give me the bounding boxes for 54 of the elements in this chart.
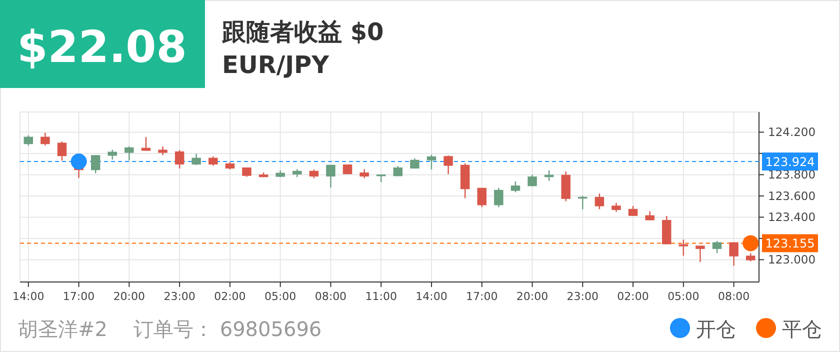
ref-line-label: 123.155: [765, 236, 815, 251]
x-tick-label: 08:00: [718, 290, 750, 303]
x-tick-label: 23:00: [164, 290, 196, 303]
candlestick: [712, 240, 722, 254]
candlestick: [141, 136, 151, 152]
x-tick-label: 17:00: [466, 290, 498, 303]
x-tick-label: 02:00: [617, 290, 649, 303]
candlestick: [678, 239, 688, 256]
x-tick-label: 20:00: [516, 290, 548, 303]
x-tick-label: 08:00: [314, 290, 347, 303]
candlestick: [444, 154, 453, 175]
candlestick: [426, 154, 436, 170]
x-tick-label: 23:00: [566, 290, 598, 303]
y-tick-label: 123.000: [768, 252, 816, 267]
candlestick: [628, 205, 638, 217]
candlestick: [174, 150, 184, 170]
candlestick: [612, 202, 621, 212]
candlestick: [645, 210, 654, 221]
y-tick-label: 124.200: [768, 125, 816, 140]
candlestick: [40, 132, 50, 146]
x-tick-label: 17:00: [62, 290, 95, 303]
legend-label: 开仓: [696, 317, 736, 341]
y-tick-label: 123.600: [768, 188, 816, 203]
y-tick-label: 123.400: [768, 210, 816, 224]
x-tick-label: 20:00: [113, 290, 146, 303]
candlestick: [696, 245, 705, 263]
x-tick-label: 14:00: [12, 290, 44, 303]
ref-line-label: 123.924: [765, 155, 815, 170]
candlestick: [24, 134, 34, 146]
candlestick: [57, 140, 67, 162]
candlestick: [729, 242, 738, 266]
candlestick: [510, 180, 520, 193]
candlestick: [578, 195, 588, 210]
candlestick: [594, 192, 604, 210]
candlestick: [494, 187, 504, 208]
candlestick: [326, 164, 336, 188]
x-tick-label: 05:00: [264, 290, 296, 303]
text: 订单号： 69805696: [133, 317, 322, 341]
x-tick-label: 02:00: [214, 290, 246, 303]
legend-label: 平仓: [782, 317, 822, 341]
chart-title: 跟随者收益 $0: [221, 18, 384, 46]
annotation: $22.08: [0, 0, 205, 88]
chart-subtitle: EUR/JPY: [222, 51, 330, 79]
x-tick-label: 11:00: [365, 290, 397, 303]
candlestick: [477, 187, 486, 208]
x-tick-label: 14:00: [416, 290, 448, 303]
candlestick: [192, 153, 201, 166]
candlestick: [124, 146, 134, 162]
candlestick: [208, 156, 218, 166]
text: 胡圣洋#2: [18, 317, 108, 341]
candlestick: [108, 149, 117, 160]
candlestick: [90, 154, 100, 174]
x-tick-label: 05:00: [668, 290, 700, 303]
candlestick: [360, 168, 369, 179]
